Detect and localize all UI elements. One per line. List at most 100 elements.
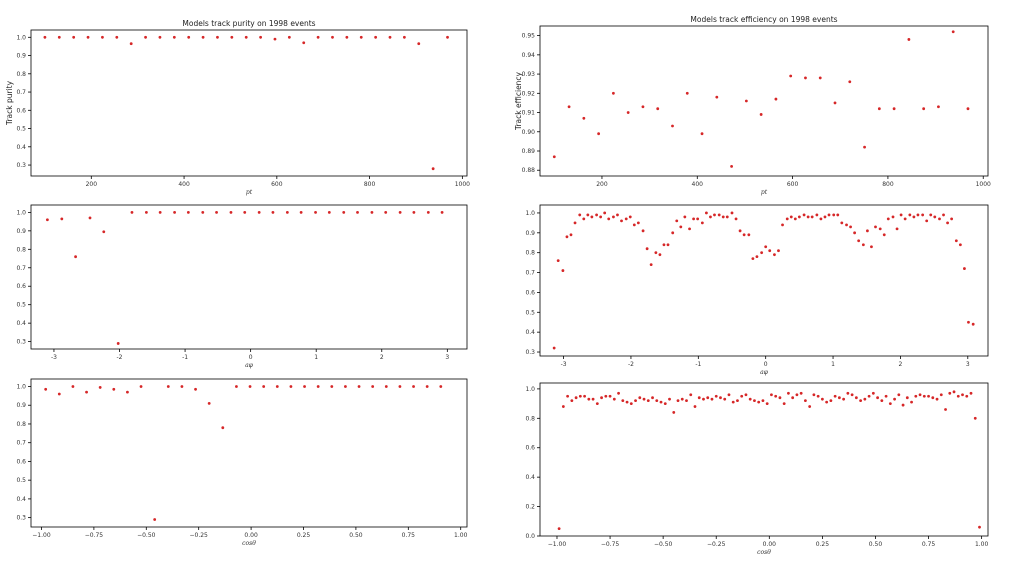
data-point	[57, 392, 61, 396]
data-point	[561, 405, 565, 408]
data-point	[327, 210, 331, 214]
data-point	[583, 394, 586, 398]
data-point	[867, 394, 871, 398]
y-tick-label: 0.9	[525, 230, 535, 237]
x-tick-label: 1	[831, 361, 835, 368]
data-point	[101, 35, 104, 39]
data-point	[72, 35, 76, 39]
data-point	[853, 231, 857, 235]
data-point	[886, 217, 890, 221]
data-point	[173, 210, 176, 214]
data-point	[570, 399, 574, 403]
data-point	[356, 210, 359, 214]
data-point	[587, 397, 591, 401]
data-point	[774, 394, 778, 398]
data-point	[863, 145, 866, 149]
data-point	[870, 245, 873, 249]
x-tick-label: 1000	[455, 181, 470, 188]
data-point	[666, 243, 670, 247]
x-tick-label: 800	[364, 181, 376, 188]
data-point	[616, 213, 619, 217]
data-point	[793, 217, 797, 221]
data-point	[715, 95, 719, 99]
y-tick-label: 1.0	[16, 209, 26, 216]
data-point	[675, 219, 679, 223]
data-point	[795, 393, 799, 397]
data-point	[857, 239, 861, 243]
data-point	[668, 397, 671, 401]
data-point	[927, 394, 930, 398]
data-point	[60, 217, 64, 221]
data-point	[819, 217, 823, 221]
data-point	[685, 399, 688, 403]
data-point	[948, 391, 952, 395]
data-point	[888, 402, 892, 405]
chart-title: Models track efficiency on 1998 events	[690, 15, 837, 24]
y-tick-label: 0.9	[16, 53, 26, 60]
data-point	[685, 91, 689, 95]
data-point	[971, 322, 975, 326]
data-point	[859, 399, 863, 403]
data-point	[659, 400, 663, 404]
data-point	[384, 210, 388, 214]
data-point	[744, 393, 748, 397]
y-tick-label: 0.94	[522, 52, 536, 59]
x-tick-label: 1.00	[975, 541, 989, 548]
data-point	[671, 124, 674, 128]
data-point	[816, 394, 820, 398]
chart-panel-6: −1.00 −0.75 −0.50 −0.25 0.00 0.25 0.50 0.75 1.00…	[525, 382, 989, 556]
x-tick-label: 400	[178, 181, 190, 188]
data-point	[229, 210, 233, 214]
data-point	[702, 397, 705, 401]
x-tick-label: 200	[86, 181, 98, 188]
x-tick-label: 0.25	[816, 541, 830, 548]
data-point	[115, 35, 119, 39]
data-point	[829, 399, 833, 403]
data-point	[893, 397, 896, 401]
data-point	[74, 255, 77, 259]
data-point	[632, 223, 636, 227]
data-point	[734, 217, 738, 221]
data-point	[671, 231, 675, 235]
data-point	[730, 211, 734, 215]
data-point	[86, 35, 90, 39]
y-tick-label: 0.6	[525, 445, 535, 452]
data-point	[719, 396, 722, 400]
x-tick-label: 0.50	[349, 532, 363, 539]
data-point	[978, 525, 981, 529]
data-point	[914, 394, 918, 398]
data-point	[700, 221, 704, 225]
x-tick-label: 0	[764, 361, 768, 368]
data-point	[706, 396, 710, 400]
data-point	[636, 221, 640, 225]
y-tick-label: 0.7	[16, 265, 26, 272]
data-point	[676, 399, 680, 403]
data-point	[440, 210, 444, 214]
data-point	[725, 215, 729, 219]
y-tick-label: 0.4	[16, 496, 26, 503]
x-tick-label: 0.00	[763, 541, 777, 548]
data-point	[655, 399, 659, 403]
data-point	[871, 391, 875, 395]
data-point	[810, 215, 814, 219]
y-tick-label: 0.9	[16, 402, 26, 409]
data-point	[187, 35, 191, 39]
data-point	[289, 385, 293, 388]
data-point	[316, 35, 320, 39]
data-point	[595, 402, 599, 405]
plot-frame	[30, 378, 468, 528]
y-tick-label: 0.7	[525, 270, 535, 277]
data-point	[248, 385, 252, 388]
data-point	[144, 35, 147, 39]
data-point	[662, 243, 666, 247]
data-point	[275, 385, 279, 388]
data-point	[738, 229, 742, 233]
y-tick-label: 1.0	[16, 34, 26, 41]
y-tick-label: 0.3	[16, 515, 26, 522]
x-tick-label: 0.75	[402, 532, 416, 539]
data-point	[679, 225, 683, 229]
data-point	[370, 210, 374, 214]
data-point	[823, 215, 827, 219]
data-point	[973, 416, 977, 420]
data-point	[759, 113, 763, 116]
